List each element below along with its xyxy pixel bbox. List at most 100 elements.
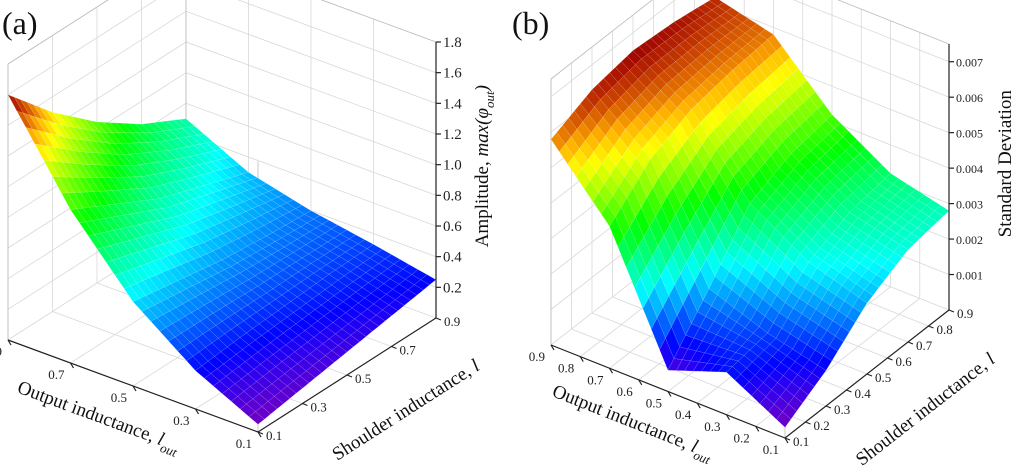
surface-patch: [712, 346, 728, 358]
surface-patch: [747, 332, 762, 345]
y-tick: [302, 402, 308, 407]
surface-patch: [196, 206, 213, 218]
surface-patch: [750, 149, 766, 170]
surface-patch: [617, 76, 633, 92]
surface-patch: [222, 177, 239, 187]
surface-patch: [130, 282, 147, 299]
surface-patch: [393, 259, 410, 270]
x-tick: [755, 426, 760, 432]
surface-patch: [377, 283, 394, 295]
surface-patch: [862, 235, 878, 249]
surface-patch: [197, 133, 214, 144]
surface-patch: [234, 378, 251, 392]
surface-patch: [296, 292, 313, 304]
surface-patch: [317, 315, 334, 328]
surface-patch: [269, 366, 285, 380]
surface-patch: [414, 279, 430, 291]
wall-gridline: [7, 10, 437, 126]
panel-label: (b): [512, 5, 549, 41]
surface-patch: [550, 131, 566, 153]
surface-patch: [630, 157, 645, 179]
surface-patch: [290, 296, 307, 309]
surface-patch: [312, 236, 328, 247]
surface-patch: [204, 373, 221, 387]
surface-patch: [341, 323, 358, 336]
surface-patch: [116, 154, 134, 167]
surface-patch: [113, 228, 130, 243]
surface-patch: [610, 165, 625, 187]
y-tick-label: 0.1: [793, 434, 809, 449]
surface-patch: [292, 248, 309, 259]
surface-patch: [821, 289, 837, 306]
surface-patch: [687, 186, 702, 214]
surface-patch: [244, 179, 261, 189]
surface-patch: [39, 106, 56, 124]
surface-patch: [234, 308, 251, 322]
x-tick-label: 0.7: [587, 372, 604, 387]
surface-patch: [575, 168, 591, 190]
x-tick: [696, 402, 701, 409]
surface-patch: [763, 239, 778, 260]
y-tick-label: 0.7: [916, 338, 933, 353]
surface-patch: [308, 249, 325, 260]
panel-b-surface-plot: 0.10.20.30.40.50.60.70.80.90.10.20.30.40…: [512, 0, 1016, 466]
surface-patch: [114, 272, 131, 289]
x-tick: [667, 391, 672, 397]
surface-patch: [266, 232, 283, 242]
surface-patch: [701, 362, 716, 372]
surface-patch: [165, 194, 182, 206]
surface-patch: [827, 279, 843, 296]
surface-patch: [170, 158, 187, 170]
surface-patch: [666, 48, 682, 62]
surface: [550, 0, 950, 428]
surface-patch: [628, 100, 644, 117]
y-tick-label: 0.9: [444, 314, 460, 329]
z-tick-label: 0.6: [443, 219, 462, 235]
wall-gridline: [7, 0, 437, 65]
surface-patch: [94, 164, 111, 178]
surface-patch: [883, 200, 899, 212]
surface-patch: [715, 356, 731, 366]
surface-patch: [663, 65, 679, 80]
z-tick-label: 1.6: [443, 66, 462, 82]
surface-patch: [143, 187, 160, 200]
surface-patch: [632, 177, 648, 208]
surface-patch: [160, 229, 177, 243]
surface-patch: [209, 181, 227, 191]
surface-patch: [149, 209, 165, 221]
surface-patch: [260, 359, 277, 372]
surface-patch: [709, 56, 725, 69]
z-tick-label: 0.006: [956, 91, 983, 105]
y-tick-label: 0.9: [957, 306, 973, 321]
surface-patch: [202, 204, 219, 216]
surface-patch: [755, 188, 771, 205]
surface-patch: [150, 317, 167, 332]
surface-patch: [49, 160, 66, 178]
surface-patch: [716, 325, 731, 339]
x-tick: [132, 385, 137, 392]
y-tick: [805, 421, 811, 425]
surface-patch: [684, 35, 700, 48]
surface-patch: [694, 84, 710, 99]
surface-patch: [751, 105, 767, 125]
surface-patch: [714, 80, 730, 100]
z-tick-label: 1.8: [443, 35, 462, 51]
surface-patch: [188, 233, 205, 246]
surface-patch: [199, 194, 216, 205]
surface-patch: [265, 314, 282, 327]
surface-patch: [668, 284, 684, 316]
surface-patch: [699, 13, 715, 25]
surface-patch: [175, 127, 192, 138]
x-tick-label: 0.3: [173, 413, 189, 428]
surface-patch: [722, 136, 737, 157]
x-tick: [69, 362, 75, 369]
surface-patch: [389, 273, 406, 285]
surface-patch: [345, 307, 362, 320]
wall-gridline: [550, 0, 950, 98]
surface-patch: [609, 216, 624, 248]
surface-patch: [219, 376, 236, 390]
surface-patch: [267, 326, 284, 339]
surface-patch: [770, 295, 786, 314]
surface-patch: [95, 141, 112, 155]
surface-patch: [307, 273, 323, 284]
